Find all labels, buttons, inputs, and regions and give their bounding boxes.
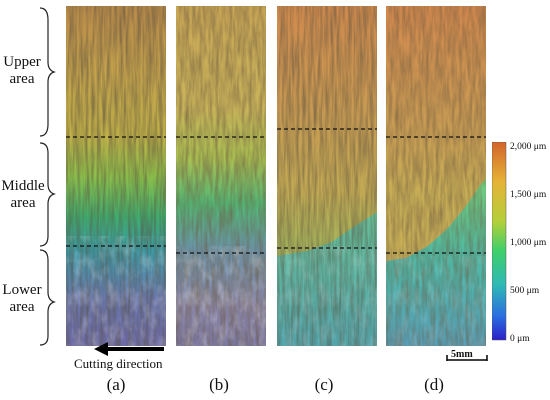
cutting-direction-label: Cutting direction (74, 356, 163, 371)
caption-c: (c) (314, 375, 334, 394)
panel-c-image (277, 6, 377, 346)
colorbar-tick-1000: 1,000 μm (510, 238, 547, 248)
upper-area-label: Upper area (0, 54, 44, 88)
caption-a: (a) (106, 375, 126, 394)
lower-area-label: Lower area (0, 282, 44, 316)
colorbar-tick-500: 500 μm (510, 286, 540, 296)
lower-label-line2: area (9, 299, 35, 315)
panel-a-image (66, 6, 166, 346)
lower-label-line1: Lower (2, 282, 42, 298)
colorbar-tick-1500: 1,500 μm (510, 190, 547, 200)
upper-label-line2: area (9, 71, 35, 87)
middle-label-line1: Middle (1, 178, 45, 194)
colorbar (492, 142, 507, 341)
middle-area-label: Middle area (0, 178, 46, 212)
panel-b-image (176, 6, 276, 346)
region-braces (39, 7, 56, 346)
colorbar-tick-0: 0 μm (510, 334, 530, 344)
scale-bar-label: 5mm (451, 349, 473, 360)
middle-brace (39, 142, 56, 247)
upper-brace (39, 7, 56, 137)
caption-b: (b) (209, 375, 229, 394)
colorbar-tick-2000: 2,000 μm (510, 142, 547, 152)
caption-d: (d) (424, 375, 444, 394)
cutting-direction-arrow (94, 342, 164, 356)
upper-label-line1: Upper (3, 54, 41, 70)
scale-bar (446, 355, 488, 361)
lower-brace (39, 249, 56, 346)
panel-d-image (386, 6, 486, 346)
middle-label-line2: area (10, 195, 36, 211)
